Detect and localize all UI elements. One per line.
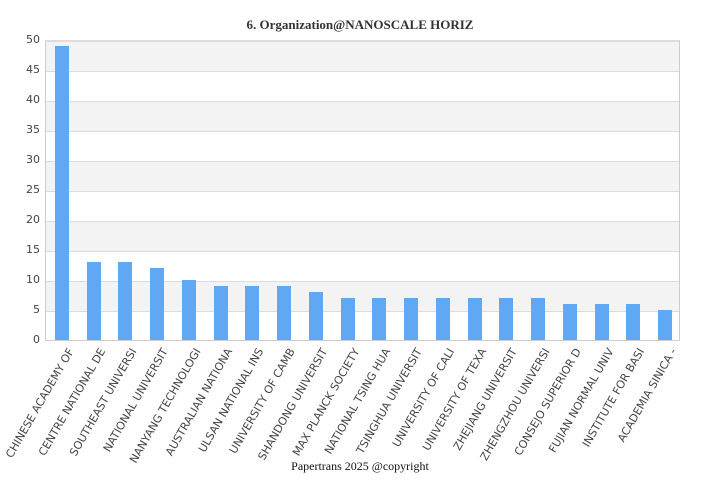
y-tick-label: 20 bbox=[26, 213, 40, 226]
bar[interactable] bbox=[531, 298, 546, 340]
bar[interactable] bbox=[245, 286, 260, 340]
bar[interactable] bbox=[499, 298, 514, 340]
bar[interactable] bbox=[213, 286, 228, 340]
bar[interactable] bbox=[594, 304, 609, 340]
gridline bbox=[46, 281, 679, 282]
bar[interactable] bbox=[467, 298, 482, 340]
bar[interactable] bbox=[626, 304, 641, 340]
gridline bbox=[46, 311, 679, 312]
grid-band bbox=[46, 221, 679, 251]
y-tick-label: 50 bbox=[26, 33, 40, 46]
bar[interactable] bbox=[150, 268, 165, 340]
y-tick-label: 5 bbox=[33, 303, 40, 316]
bar[interactable] bbox=[277, 286, 292, 340]
grid-band bbox=[46, 281, 679, 311]
y-tick-label: 45 bbox=[26, 63, 40, 76]
bar[interactable] bbox=[340, 298, 355, 340]
y-tick-label: 10 bbox=[26, 273, 40, 286]
bar[interactable] bbox=[404, 298, 419, 340]
y-tick-label: 40 bbox=[26, 93, 40, 106]
gridline bbox=[46, 131, 679, 132]
grid-band bbox=[46, 161, 679, 191]
gridline bbox=[46, 71, 679, 72]
bar[interactable] bbox=[308, 292, 323, 340]
bar[interactable] bbox=[118, 262, 133, 340]
y-tick-label: 25 bbox=[26, 183, 40, 196]
gridline bbox=[46, 191, 679, 192]
y-tick-label: 15 bbox=[26, 243, 40, 256]
plot-area bbox=[45, 40, 680, 340]
bar[interactable] bbox=[54, 46, 69, 340]
gridline bbox=[46, 41, 679, 42]
bar[interactable] bbox=[435, 298, 450, 340]
bar[interactable] bbox=[562, 304, 577, 340]
y-tick-label: 35 bbox=[26, 123, 40, 136]
x-tick-label: ACADEMIA SINICA - bbox=[615, 346, 680, 445]
gridline bbox=[46, 101, 679, 102]
chart-title: 6. Organization@NANOSCALE HORIZ bbox=[246, 17, 474, 32]
x-axis bbox=[45, 340, 680, 341]
copyright-footer: Papertrans 2025 @copyright bbox=[291, 459, 429, 473]
bar[interactable] bbox=[372, 298, 387, 340]
bar[interactable] bbox=[181, 280, 196, 340]
gridline bbox=[46, 161, 679, 162]
y-tick-label: 30 bbox=[26, 153, 40, 166]
y-tick-label: 0 bbox=[33, 333, 40, 346]
bar[interactable] bbox=[86, 262, 101, 340]
grid-band bbox=[46, 41, 679, 71]
gridline bbox=[46, 221, 679, 222]
bar[interactable] bbox=[658, 310, 673, 340]
gridline bbox=[46, 251, 679, 252]
grid-band bbox=[46, 101, 679, 131]
